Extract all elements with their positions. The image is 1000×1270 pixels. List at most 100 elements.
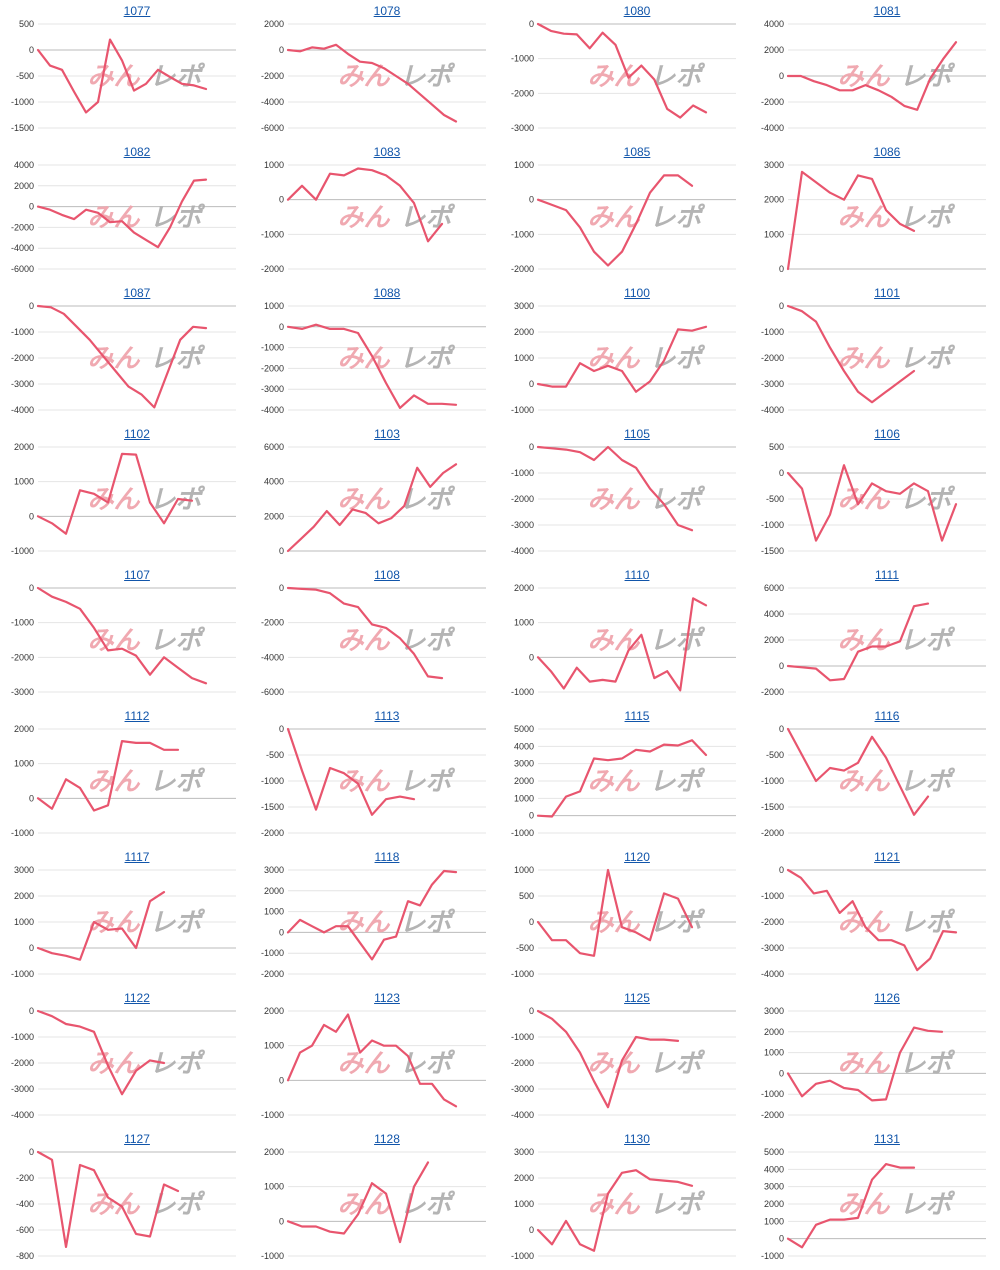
y-tick-label: -1000 — [761, 327, 784, 337]
chart-title-link[interactable]: 1116 — [874, 709, 900, 723]
svg-text:みん: みん — [338, 203, 391, 233]
svg-text:レポ: レポ — [400, 62, 456, 92]
chart-title-link[interactable]: 1102 — [124, 427, 150, 441]
y-tick-label: -1000 — [511, 229, 534, 239]
chart-title-link[interactable]: 1082 — [123, 145, 151, 159]
chart-title-link[interactable]: 1105 — [624, 427, 650, 441]
chart-title-link[interactable]: 1078 — [373, 4, 401, 18]
y-tick-label: 0 — [529, 442, 534, 452]
svg-text:レポ: レポ — [400, 626, 456, 656]
watermark-logo: みん レポ — [338, 767, 456, 797]
watermark-logo: みん レポ — [338, 62, 456, 92]
y-tick-label: 0 — [779, 1068, 784, 1078]
svg-text:みん: みん — [588, 908, 641, 938]
watermark-logo: みん レポ — [588, 485, 706, 515]
series-line — [536, 174, 694, 267]
y-tick-label: -1000 — [11, 1032, 34, 1042]
chart-svg: 5000 4000 3000 2000 1000 0 -1000 みん レポ — [761, 1147, 986, 1261]
svg-text:レポ: レポ — [400, 203, 456, 233]
chart-title-link[interactable]: 1106 — [874, 427, 900, 441]
svg-text:みん: みん — [588, 626, 641, 656]
y-tick-label: 4000 — [764, 19, 784, 29]
chart-1082: 1082 4000 2000 0 -2000 -4000 -6000 みん レポ — [0, 141, 250, 282]
svg-text:みん: みん — [838, 1049, 891, 1079]
chart-title-link[interactable]: 1100 — [624, 286, 650, 300]
y-tick-label: 1000 — [514, 793, 534, 803]
svg-text:レポ: レポ — [150, 62, 206, 92]
y-tick-label: 1000 — [514, 1199, 534, 1209]
y-tick-label: -2000 — [761, 917, 784, 927]
svg-text:レポ: レポ — [650, 203, 706, 233]
chart-1100: 1100 3000 2000 1000 0 -1000 みん レポ — [500, 282, 750, 423]
y-tick-label: -4000 — [261, 652, 284, 662]
y-tick-label: 1000 — [264, 301, 284, 311]
svg-text:みん: みん — [338, 767, 391, 797]
series-line — [36, 452, 194, 535]
chart-1126: 1126 3000 2000 1000 0 -1000 -2000 みん レポ — [750, 987, 1000, 1128]
y-tick-label: -1000 — [761, 1089, 784, 1099]
y-tick-label: 5000 — [514, 724, 534, 734]
y-tick-label: 0 — [779, 661, 784, 671]
series-line — [286, 727, 416, 816]
chart-title-link[interactable]: 1128 — [374, 1132, 400, 1146]
watermark-logo: みん レポ — [838, 1049, 956, 1079]
chart-1088: 1088 1000 0 -1000 -2000 -3000 -4000 みん レポ — [250, 282, 500, 423]
y-tick-label: 1000 — [14, 477, 34, 487]
chart-title-link[interactable]: 1103 — [374, 427, 400, 441]
y-tick-label: -1000 — [261, 343, 284, 353]
chart-title-link[interactable]: 1111 — [874, 568, 900, 582]
y-tick-label: 2000 — [264, 1006, 284, 1016]
svg-text:レポ: レポ — [900, 485, 956, 515]
svg-text:レポ: レポ — [650, 485, 706, 515]
series-line — [786, 868, 958, 972]
chart-title-link[interactable]: 1087 — [123, 286, 151, 300]
chart-title-link[interactable]: 1127 — [124, 1132, 150, 1146]
svg-text:レポ: レポ — [400, 1049, 456, 1079]
chart-title-link[interactable]: 1080 — [623, 4, 651, 18]
chart-title-link[interactable]: 1130 — [624, 1132, 650, 1146]
chart-title-link[interactable]: 1108 — [374, 568, 400, 582]
chart-title-link[interactable]: 1083 — [373, 145, 401, 159]
chart-title-link[interactable]: 1118 — [374, 850, 400, 864]
y-tick-label: -1000 — [261, 948, 284, 958]
chart-title-link[interactable]: 1085 — [623, 145, 651, 159]
svg-text:レポ: レポ — [650, 1190, 706, 1220]
chart-title-link[interactable]: 1123 — [374, 991, 400, 1005]
chart-title-link[interactable]: 1088 — [373, 286, 401, 300]
chart-title-link[interactable]: 1115 — [624, 709, 650, 723]
chart-title-link[interactable]: 1086 — [873, 145, 901, 159]
y-tick-label: -1000 — [11, 546, 34, 556]
chart-1078: 1078 2000 0 -2000 -4000 -6000 みん レポ — [250, 0, 500, 141]
y-tick-label: -2000 — [261, 618, 284, 628]
chart-title-link[interactable]: 1101 — [874, 286, 900, 300]
y-tick-label: -1000 — [511, 969, 534, 979]
chart-title-link[interactable]: 1077 — [123, 4, 151, 18]
series-line — [786, 170, 916, 271]
series-line — [536, 868, 694, 957]
watermark-logo: みん レポ — [838, 485, 956, 515]
svg-text:みん: みん — [838, 62, 891, 92]
chart-title-link[interactable]: 1126 — [874, 991, 900, 1005]
svg-text:レポ: レポ — [150, 1049, 206, 1079]
chart-1123: 1123 2000 1000 0 -1000 みん レポ — [250, 987, 500, 1128]
chart-title-link[interactable]: 1107 — [124, 568, 150, 582]
y-tick-label: 0 — [529, 917, 534, 927]
chart-title-link[interactable]: 1131 — [874, 1132, 900, 1146]
chart-title-link[interactable]: 1120 — [624, 850, 650, 864]
chart-title-link[interactable]: 1110 — [624, 568, 650, 582]
y-tick-label: -3000 — [511, 520, 534, 530]
y-tick-label: 0 — [779, 71, 784, 81]
chart-title-link[interactable]: 1117 — [124, 850, 150, 864]
y-tick-label: 0 — [529, 1225, 534, 1235]
chart-title-link[interactable]: 1113 — [374, 709, 400, 723]
y-tick-label: -1000 — [761, 1251, 784, 1261]
chart-title-link[interactable]: 1112 — [124, 709, 150, 723]
chart-title-link[interactable]: 1122 — [124, 991, 150, 1005]
chart-title-link[interactable]: 1121 — [874, 850, 900, 864]
svg-text:みん: みん — [338, 485, 391, 515]
chart-title-link[interactable]: 1125 — [624, 991, 650, 1005]
y-tick-label: 2000 — [14, 181, 34, 191]
chart-svg: 500 0 -500 -1000 -1500 みん レポ — [761, 442, 986, 556]
chart-title-link[interactable]: 1081 — [873, 4, 901, 18]
series-line — [786, 304, 916, 404]
